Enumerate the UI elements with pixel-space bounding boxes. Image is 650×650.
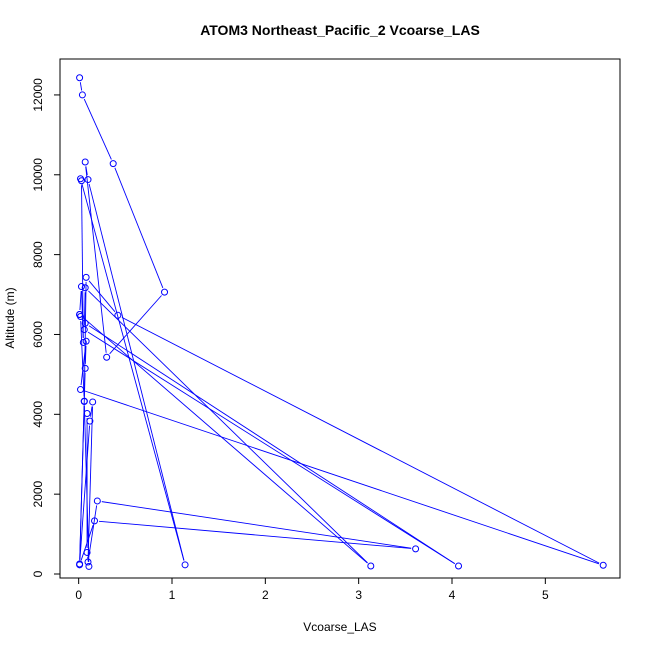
series-segment bbox=[82, 317, 368, 564]
data-point bbox=[89, 398, 97, 406]
series-segment bbox=[83, 406, 90, 562]
x-axis-label: Vcoarse_LAS bbox=[303, 620, 376, 634]
data-point bbox=[82, 273, 90, 281]
x-tick-label: 0 bbox=[75, 588, 82, 602]
series-segment bbox=[83, 98, 112, 160]
x-tick-label: 4 bbox=[449, 588, 456, 602]
data-point bbox=[181, 561, 189, 569]
data-point bbox=[81, 158, 89, 166]
data-point bbox=[77, 177, 85, 185]
y-axis-label: Altitude (m) bbox=[3, 287, 17, 348]
series-segment bbox=[81, 182, 185, 561]
data-point bbox=[109, 160, 117, 168]
data-point bbox=[77, 313, 85, 320]
data-point bbox=[77, 283, 85, 291]
series-1 bbox=[76, 74, 607, 570]
data-point bbox=[80, 326, 88, 334]
data-point bbox=[455, 562, 463, 570]
y-tick-label: 4000 bbox=[31, 401, 45, 428]
data-point bbox=[83, 548, 91, 556]
data-point bbox=[412, 545, 420, 553]
series-segment bbox=[88, 505, 98, 558]
data-point bbox=[84, 176, 92, 184]
data-point bbox=[84, 558, 92, 566]
data-point bbox=[161, 288, 169, 296]
data-point bbox=[82, 337, 90, 345]
series-segment bbox=[85, 166, 88, 176]
series-segment bbox=[87, 331, 455, 565]
data-point bbox=[81, 364, 89, 372]
y-tick-label: 2000 bbox=[31, 480, 45, 507]
x-tick-label: 3 bbox=[355, 588, 362, 602]
series-segment bbox=[88, 325, 456, 564]
x-tick-label: 1 bbox=[169, 588, 176, 602]
y-tick-label: 10000 bbox=[31, 158, 45, 192]
series-segment bbox=[87, 406, 93, 558]
series-segment bbox=[80, 345, 87, 386]
series-segment bbox=[114, 167, 164, 289]
data-point bbox=[80, 398, 88, 406]
series-segment bbox=[101, 501, 412, 549]
data-point bbox=[81, 284, 89, 292]
series-segment bbox=[79, 425, 90, 560]
series-segment bbox=[90, 406, 93, 417]
series-segment bbox=[84, 345, 87, 364]
data-point bbox=[91, 517, 99, 525]
data-point bbox=[83, 410, 91, 418]
series-segment bbox=[79, 291, 82, 311]
y-tick-label: 0 bbox=[31, 570, 45, 577]
data-point bbox=[78, 91, 86, 99]
series-segment bbox=[79, 406, 85, 560]
x-tick-label: 2 bbox=[262, 588, 269, 602]
data-point bbox=[599, 561, 607, 569]
series-segment bbox=[80, 320, 85, 397]
chart-title: ATOM3 Northeast_Pacific_2 Vcoarse_LAS bbox=[200, 22, 480, 38]
x-axis: 0 1 2 3 4 5 bbox=[75, 577, 549, 602]
series-segment bbox=[88, 183, 185, 561]
data-point bbox=[85, 562, 93, 570]
series-segment bbox=[88, 290, 368, 564]
data-point bbox=[93, 497, 101, 505]
series-segment bbox=[98, 520, 412, 549]
series-segment bbox=[121, 316, 600, 564]
data-point bbox=[103, 353, 111, 361]
data-point bbox=[76, 560, 84, 568]
data-point bbox=[86, 417, 94, 425]
y-axis: 0 2000 4000 6000 8000 10000 12000 bbox=[31, 78, 61, 577]
data-point bbox=[81, 319, 89, 327]
x-tick-label: 5 bbox=[542, 588, 549, 602]
series-segment bbox=[85, 166, 107, 353]
series-segment bbox=[88, 280, 116, 313]
data-point bbox=[76, 74, 84, 82]
series-segment bbox=[83, 292, 86, 326]
data-point bbox=[114, 311, 122, 319]
y-tick-label: 12000 bbox=[31, 78, 45, 112]
y-tick-label: 8000 bbox=[31, 241, 45, 268]
y-tick-label: 6000 bbox=[31, 321, 45, 348]
series-segment bbox=[81, 185, 84, 338]
series-segment bbox=[84, 390, 600, 565]
series-segment bbox=[79, 82, 83, 91]
data-point bbox=[367, 562, 375, 570]
data-point bbox=[77, 386, 85, 394]
